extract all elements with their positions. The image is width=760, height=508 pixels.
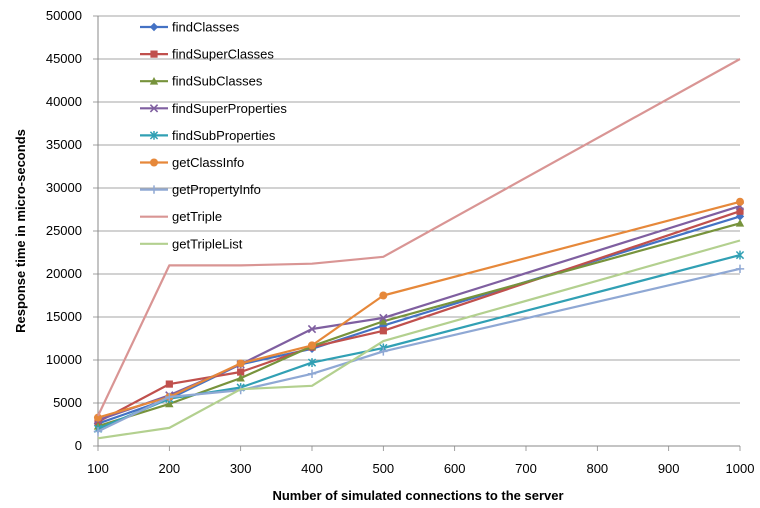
data-point-getClassInfo	[236, 359, 245, 368]
legend-marker	[149, 77, 159, 85]
y-tick-label: 35000	[46, 137, 82, 152]
data-point-findSubClasses	[165, 399, 174, 408]
y-tick-label: 10000	[46, 352, 82, 367]
series-getTripleList	[97, 239, 741, 440]
series-line-getPropertyInfo	[97, 267, 741, 433]
series-line-findSuperClasses	[97, 210, 741, 423]
legend-entry-getTripleList: getTripleList	[140, 236, 243, 251]
legend-label: findSuperProperties	[172, 101, 287, 116]
data-point-getPropertyInfo	[379, 347, 388, 356]
legend-marker	[149, 22, 159, 32]
y-tick-label: 20000	[46, 266, 82, 281]
series-line-getTriple	[97, 58, 741, 417]
legend-label: findClasses	[172, 20, 240, 35]
data-point-findSuperProperties	[307, 324, 317, 334]
data-point-getPropertyInfo	[735, 264, 745, 274]
grid-lines	[98, 15, 740, 447]
legend-entry-findSuperProperties: findSuperProperties	[140, 101, 287, 116]
data-point-findSuperProperties	[379, 313, 388, 323]
x-axis-label: Number of simulated connections to the s…	[272, 488, 563, 503]
series-lines	[93, 58, 745, 440]
x-tick-label: 500	[372, 461, 394, 476]
series-getPropertyInfo	[93, 264, 745, 436]
y-tick-label: 30000	[46, 180, 82, 195]
data-point-getClassInfo	[94, 413, 102, 422]
series-line-findSubClasses	[97, 222, 741, 428]
legend-entry-getClassInfo: getClassInfo	[140, 155, 244, 170]
legend-entry-findClasses: findClasses	[140, 20, 240, 35]
legend-label: findSubClasses	[172, 74, 263, 89]
x-tick-label: 200	[158, 461, 180, 476]
x-tick-label: 700	[515, 461, 537, 476]
legend-marker	[150, 50, 158, 58]
data-point-getPropertyInfo	[165, 392, 174, 402]
legend: findClasses findSuperClasses findSubClasse…	[140, 20, 287, 251]
data-point-getPropertyInfo	[93, 427, 103, 436]
legend-entry-findSubClasses: findSubClasses	[140, 74, 263, 89]
series-findSubProperties	[93, 250, 745, 434]
legend-marker	[150, 158, 158, 167]
legend-marker	[149, 185, 159, 194]
x-tick-label: 600	[444, 461, 466, 476]
legend-label: findSubProperties	[172, 128, 276, 143]
axes: 0 5000 10000 15000 20000 25000 30000 35000 40000…	[46, 8, 755, 476]
legend-marker	[149, 104, 159, 113]
x-tick-label: 900	[658, 461, 680, 476]
data-point-findSubClasses	[735, 219, 745, 227]
data-point-getClassInfo	[308, 341, 316, 350]
legend-marker	[149, 131, 159, 140]
legend-label: getTripleList	[172, 236, 243, 251]
data-point-findSuperClasses	[94, 418, 102, 426]
y-tick-label: 40000	[46, 94, 82, 109]
legend-entry-getTriple: getTriple	[140, 209, 222, 224]
series-line-getTripleList	[97, 239, 741, 440]
legend-entry-getPropertyInfo: getPropertyInfo	[140, 182, 261, 197]
data-point-findSuperClasses	[165, 380, 173, 388]
data-point-getPropertyInfo	[307, 369, 317, 378]
data-point-findSuperClasses	[237, 368, 245, 376]
x-tick-label: 1000	[726, 461, 755, 476]
series-getTriple	[97, 58, 741, 417]
legend-label: getTriple	[172, 209, 222, 224]
y-axis-label: Response time in micro-seconds	[13, 129, 28, 333]
legend-entry-findSuperClasses: findSuperClasses	[140, 47, 274, 62]
x-tick-label: 100	[87, 461, 109, 476]
series-line-getClassInfo	[97, 200, 741, 419]
y-tick-label: 50000	[46, 8, 82, 23]
x-tick-label: 800	[586, 461, 608, 476]
legend-label: findSuperClasses	[172, 47, 274, 62]
y-tick-label: 0	[75, 438, 82, 453]
y-tick-label: 45000	[46, 51, 82, 66]
y-tick-label: 25000	[46, 223, 82, 238]
x-tick-label: 300	[230, 461, 252, 476]
data-point-findSubProperties	[307, 358, 317, 367]
data-point-getClassInfo	[736, 197, 744, 206]
y-tick-label: 15000	[46, 309, 82, 324]
x-tick-label: 400	[301, 461, 323, 476]
data-point-getClassInfo	[379, 291, 388, 300]
data-point-findSubProperties	[735, 250, 745, 260]
data-point-findSuperClasses	[379, 327, 387, 335]
legend-entry-findSubProperties: findSubProperties	[140, 128, 276, 143]
legend-label: getPropertyInfo	[172, 182, 261, 197]
data-point-findSubClasses	[236, 373, 245, 382]
y-tick-label: 5000	[53, 395, 82, 410]
data-point-findSubClasses	[379, 317, 388, 325]
legend-label: getClassInfo	[172, 155, 244, 170]
data-point-findSuperClasses	[736, 207, 744, 215]
